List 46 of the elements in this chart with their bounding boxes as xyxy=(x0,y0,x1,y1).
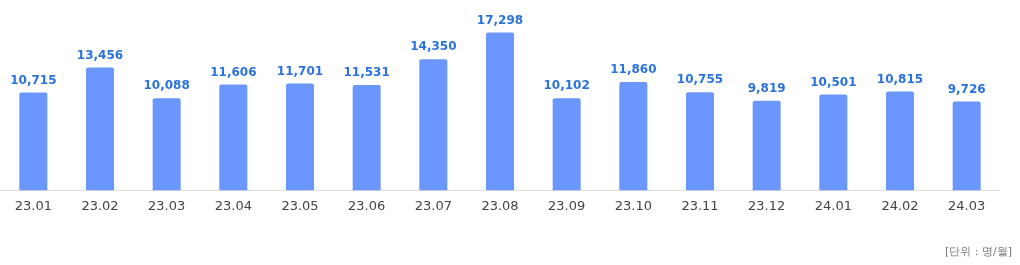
x-tick-label: 23.06 xyxy=(348,197,386,213)
bar xyxy=(486,32,514,191)
x-tick-label: 23.01 xyxy=(14,197,52,213)
data-label: 10,102 xyxy=(543,78,590,93)
x-tick-label: 23.10 xyxy=(614,197,652,213)
x-tick-label: 23.03 xyxy=(148,197,186,213)
data-label: 13,456 xyxy=(76,47,124,62)
x-tick-label: 23.11 xyxy=(681,197,719,213)
x-tick-label: 24.02 xyxy=(881,197,919,213)
data-label: 10,815 xyxy=(876,71,924,86)
data-label: 11,531 xyxy=(343,65,390,80)
x-tick-label: 23.12 xyxy=(748,197,786,213)
data-label: 11,860 xyxy=(610,62,657,77)
x-tick-label: 23.02 xyxy=(81,197,119,213)
x-tick-label: 23.08 xyxy=(481,197,519,213)
bar xyxy=(819,94,848,191)
data-label: 10,501 xyxy=(810,74,857,89)
data-label: 11,701 xyxy=(276,63,324,78)
bar xyxy=(19,92,48,191)
x-tick-label: 23.04 xyxy=(214,197,252,213)
bar xyxy=(686,92,714,191)
data-label: 10,715 xyxy=(10,72,57,87)
bar xyxy=(352,85,381,191)
bar xyxy=(752,100,781,191)
x-tick-label: 23.07 xyxy=(414,197,452,213)
bar xyxy=(286,83,314,191)
data-label: 14,350 xyxy=(410,39,457,54)
bar xyxy=(86,67,114,191)
data-label: 11,606 xyxy=(210,64,257,79)
bar xyxy=(552,98,581,191)
bar xyxy=(619,82,648,191)
data-label: 10,755 xyxy=(676,72,724,87)
data-label: 17,298 xyxy=(476,12,524,27)
bar xyxy=(152,98,181,191)
bar xyxy=(952,101,981,191)
data-label: 9,819 xyxy=(747,80,786,95)
x-tick-label: 23.09 xyxy=(548,197,586,213)
text: [단위 : 명/월] xyxy=(945,244,1012,259)
x-tick-label: 24.03 xyxy=(948,197,986,213)
data-label: 9,726 xyxy=(947,81,986,96)
x-tick-label: 23.05 xyxy=(281,197,319,213)
x-tick-label: 24.01 xyxy=(814,197,852,213)
bar xyxy=(219,84,248,191)
bar xyxy=(886,91,914,191)
data-label: 10,088 xyxy=(143,78,190,93)
bar xyxy=(419,59,448,191)
